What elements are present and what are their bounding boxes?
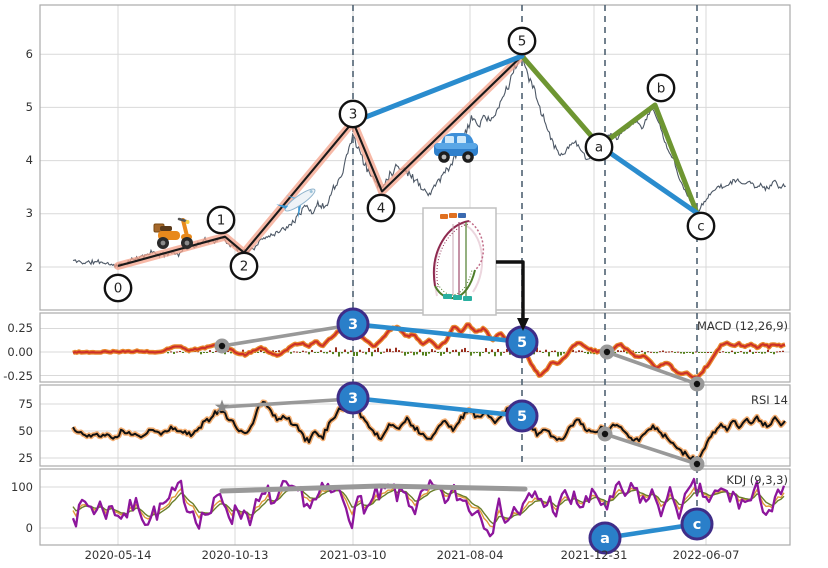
svg-text:4: 4 xyxy=(377,201,386,217)
svg-text:a: a xyxy=(595,140,603,156)
svg-text:b: b xyxy=(657,81,666,97)
svg-text:3: 3 xyxy=(348,391,358,407)
price-ytick: 4 xyxy=(26,153,33,167)
svg-text:c: c xyxy=(697,219,704,235)
rsi-ytick: 75 xyxy=(18,397,33,411)
x-tick-date: 2022-06-07 xyxy=(673,548,740,562)
macd-ytick: 0.25 xyxy=(7,321,33,335)
x-tick-date: 2021-12-31 xyxy=(561,548,628,562)
roller-coaster-inset xyxy=(422,207,497,316)
x-tick-date: 2021-08-04 xyxy=(437,548,504,562)
suv-icon xyxy=(434,133,478,163)
x-tick-date: 2021-03-10 xyxy=(320,548,387,562)
wave-label-3: 3 xyxy=(338,99,368,129)
price-ytick: 6 xyxy=(26,47,33,61)
wave-label-a: a xyxy=(584,132,614,162)
svg-text:c: c xyxy=(693,517,702,533)
svg-text:0: 0 xyxy=(114,281,123,297)
indicator-marker-c: c xyxy=(680,507,714,541)
rsi-ytick: 50 xyxy=(18,424,33,438)
indicator-marker-3: 3 xyxy=(336,381,370,415)
macd-ytick: 0.00 xyxy=(7,345,33,359)
svg-text:5: 5 xyxy=(518,34,527,50)
kdj-panel-title: KDJ (9,3,3) xyxy=(726,473,788,487)
svg-text:5: 5 xyxy=(517,409,527,425)
wave-label-c: c xyxy=(686,211,716,241)
price-ytick: 2 xyxy=(26,260,33,274)
indicator-marker-a: a xyxy=(588,521,622,555)
rsi-ytick: 25 xyxy=(18,451,33,465)
rsi-panel-title: RSI 14 xyxy=(751,393,788,407)
wave-label-1: 1 xyxy=(206,205,236,235)
macd-panel-title: MACD (12,26,9) xyxy=(697,319,788,333)
wave-label-4: 4 xyxy=(366,193,396,223)
airplane-icon xyxy=(276,188,316,219)
scooter-icon xyxy=(153,217,193,249)
svg-text:3: 3 xyxy=(349,107,358,123)
svg-text:a: a xyxy=(600,531,610,547)
inset-connector-arrow xyxy=(496,260,529,331)
wave-label-2: 2 xyxy=(229,251,259,281)
macd-ytick: -0.25 xyxy=(3,369,33,383)
kdj-ytick: 100 xyxy=(11,480,33,494)
price-ytick: 5 xyxy=(26,100,33,114)
wave-label-b: b xyxy=(646,73,676,103)
wave-label-5: 5 xyxy=(507,26,537,56)
x-tick-date: 2020-05-14 xyxy=(85,548,152,562)
wave-label-0: 0 xyxy=(103,273,133,303)
svg-text:1: 1 xyxy=(217,213,226,229)
axis-labels: 6 5 4 3 2 0.25 0.00 -0.25 75 50 25 100 0… xyxy=(3,47,788,562)
svg-text:5: 5 xyxy=(517,335,527,351)
indicator-marker-5: 5 xyxy=(505,325,539,359)
indicator-marker-3: 3 xyxy=(336,307,370,341)
kdj-ytick: 0 xyxy=(26,521,33,535)
svg-text:3: 3 xyxy=(348,317,358,333)
svg-text:2: 2 xyxy=(240,259,249,275)
x-tick-date: 2020-10-13 xyxy=(202,548,269,562)
chart-generated-content: 0 1 2 3 4 5 a b c 3 5 3 5 a c xyxy=(39,4,791,555)
indicator-marker-5: 5 xyxy=(505,399,539,433)
price-ytick: 3 xyxy=(26,206,33,220)
overlay-icons xyxy=(153,133,529,331)
